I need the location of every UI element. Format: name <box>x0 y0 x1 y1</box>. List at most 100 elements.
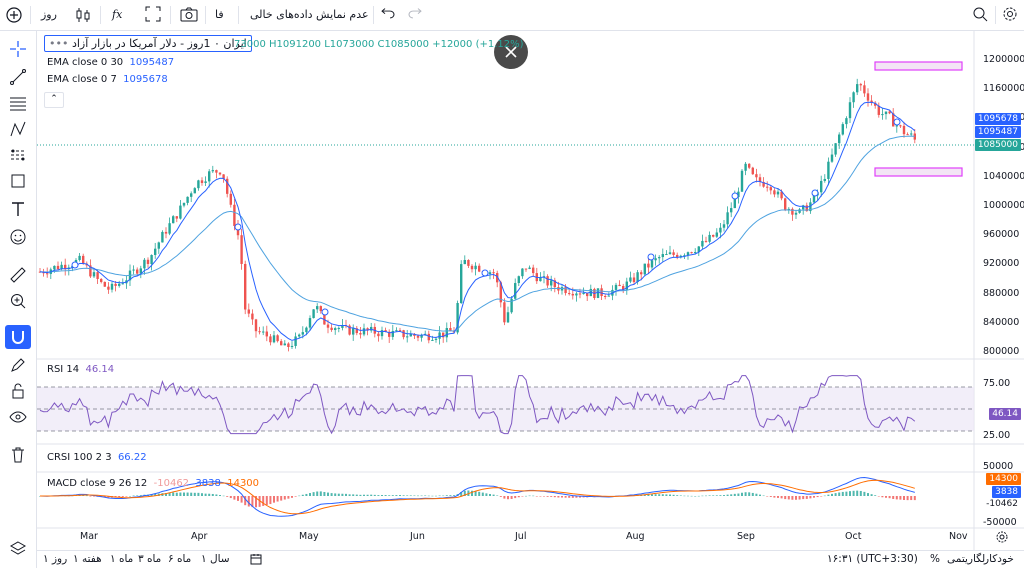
candle-body <box>596 288 600 298</box>
macd-histogram-bar <box>813 496 815 498</box>
macd-histogram-bar <box>658 494 661 496</box>
crosshair-tool[interactable] <box>5 37 31 61</box>
crsi-legend[interactable]: CRSI 100 2 3 66.22 <box>47 452 147 463</box>
candle-body <box>827 161 830 179</box>
shape-tool[interactable] <box>5 169 31 193</box>
range-6m[interactable]: ۶ ماه <box>168 553 192 565</box>
candle-body <box>190 193 193 197</box>
goto-date-button[interactable] <box>250 553 262 568</box>
undo-button[interactable] <box>381 6 395 24</box>
range-1w[interactable]: ۱ هفته <box>73 553 102 565</box>
indicators-button[interactable]: fx <box>112 8 123 21</box>
macd-legend[interactable]: MACD close 9 26 12 -10462 3838 14300 <box>47 478 259 489</box>
candle-body <box>845 118 848 125</box>
candle-body <box>888 111 891 114</box>
macd-histogram-bar <box>906 496 909 501</box>
axis-settings-button[interactable] <box>996 531 1008 546</box>
emoji-tool[interactable] <box>5 225 31 249</box>
candle-body <box>553 280 556 288</box>
magnet-tool[interactable] <box>5 325 31 349</box>
trendline-tool[interactable] <box>5 65 31 89</box>
visibility-tool[interactable] <box>5 405 31 429</box>
macd-histogram-bar <box>237 496 239 501</box>
chart-canvas[interactable] <box>37 31 1024 550</box>
crsi-label: CRSI 100 2 3 <box>47 452 112 463</box>
remove-drawings-tool[interactable] <box>5 443 31 467</box>
fullscreen-button[interactable] <box>145 6 161 24</box>
macd-histogram-bar <box>265 496 268 505</box>
close-button[interactable] <box>494 35 528 69</box>
search-button[interactable] <box>972 6 988 24</box>
candle-body <box>870 100 873 103</box>
candle-body <box>370 326 373 331</box>
auto-toggle[interactable]: خودکار <box>984 553 1014 565</box>
candle-body <box>452 331 456 333</box>
candle-body <box>330 327 333 331</box>
pattern-tool[interactable] <box>5 117 31 141</box>
interval-button[interactable]: روز <box>41 8 57 21</box>
ema7-legend[interactable]: EMA close 0 7 1095678 <box>47 74 168 85</box>
percent-toggle[interactable]: % <box>930 553 940 565</box>
macd-histogram-bar <box>251 496 254 508</box>
candle-body <box>665 254 668 256</box>
range-3m[interactable]: ۳ ماه <box>138 553 162 565</box>
hide-empty-data-toggle[interactable]: عدم نمایش داده‌های خالی <box>250 8 369 21</box>
lock-drawing-tool[interactable] <box>5 353 31 377</box>
macd-histogram-bar <box>834 493 837 496</box>
candle-body <box>406 336 409 338</box>
range-1m[interactable]: ۱ ماه <box>110 553 134 565</box>
macd-histogram-bar <box>701 495 704 497</box>
candle-body <box>766 186 769 188</box>
range-1y[interactable]: سال ۱ <box>201 553 230 565</box>
macd-histogram-bar <box>895 496 898 500</box>
collapse-legend-button[interactable]: ⌃ <box>44 92 64 108</box>
crsi-value: 66.22 <box>117 452 147 463</box>
language-button[interactable]: فا <box>215 8 224 21</box>
macd-histogram-bar <box>802 496 805 500</box>
lock-tool[interactable] <box>5 379 31 403</box>
text-tool[interactable] <box>5 197 31 221</box>
candle-body <box>254 319 258 332</box>
add-symbol-button[interactable] <box>4 5 24 23</box>
chart-type-button[interactable] <box>75 6 91 24</box>
macd-histogram-bar <box>539 496 542 497</box>
screenshot-button[interactable] <box>180 6 198 24</box>
macd-histogram-bar <box>388 495 391 496</box>
settings-button[interactable] <box>1002 6 1018 24</box>
symbol-title-box[interactable]: ••• ایران ۰ 1روز - دلار آمریکا در بازار … <box>44 35 252 52</box>
ruler-tool[interactable] <box>5 263 31 287</box>
cross-marker <box>731 192 739 200</box>
macd-histogram-bar <box>741 492 743 496</box>
object-tree-tool[interactable] <box>5 537 31 561</box>
ema30-legend[interactable]: EMA close 0 30 1095487 <box>47 57 174 68</box>
macd-histogram-bar <box>514 496 517 499</box>
macd-histogram-bar <box>867 493 869 496</box>
candle-body <box>434 338 438 340</box>
candle-body <box>841 124 844 135</box>
candle-body <box>60 264 63 270</box>
macd-histogram-bar <box>791 496 794 500</box>
macd-histogram-bar <box>496 495 499 496</box>
ema7-price-badge: 1095678 <box>974 113 1021 125</box>
range-1d[interactable]: ۱ روز <box>43 553 68 565</box>
resistance-zone <box>874 61 963 71</box>
more-icon[interactable]: ••• <box>49 37 69 50</box>
candle-body <box>413 333 416 336</box>
zoom-tool[interactable] <box>5 289 31 313</box>
log-toggle[interactable]: لگاریتمی <box>947 553 986 565</box>
macd-histogram-bar <box>892 496 895 499</box>
prediction-tool[interactable] <box>5 143 31 167</box>
rsi-legend[interactable]: RSI 14 46.14 <box>47 364 114 375</box>
undo-icon <box>381 8 395 19</box>
macd-histogram-bar <box>676 495 679 496</box>
candle-body <box>658 257 661 259</box>
macd-histogram-bar <box>535 496 538 497</box>
macd-histogram-bar <box>528 495 531 497</box>
horizontal-lines-tool[interactable] <box>5 91 31 115</box>
redo-button[interactable] <box>408 6 422 24</box>
eye-icon <box>9 411 27 423</box>
timezone-button[interactable]: ۱۶:۳۱ (UTC+3:30) <box>827 553 918 565</box>
candle-body <box>848 102 852 119</box>
macd-histogram-bar <box>208 493 211 496</box>
candle-body <box>661 254 664 258</box>
